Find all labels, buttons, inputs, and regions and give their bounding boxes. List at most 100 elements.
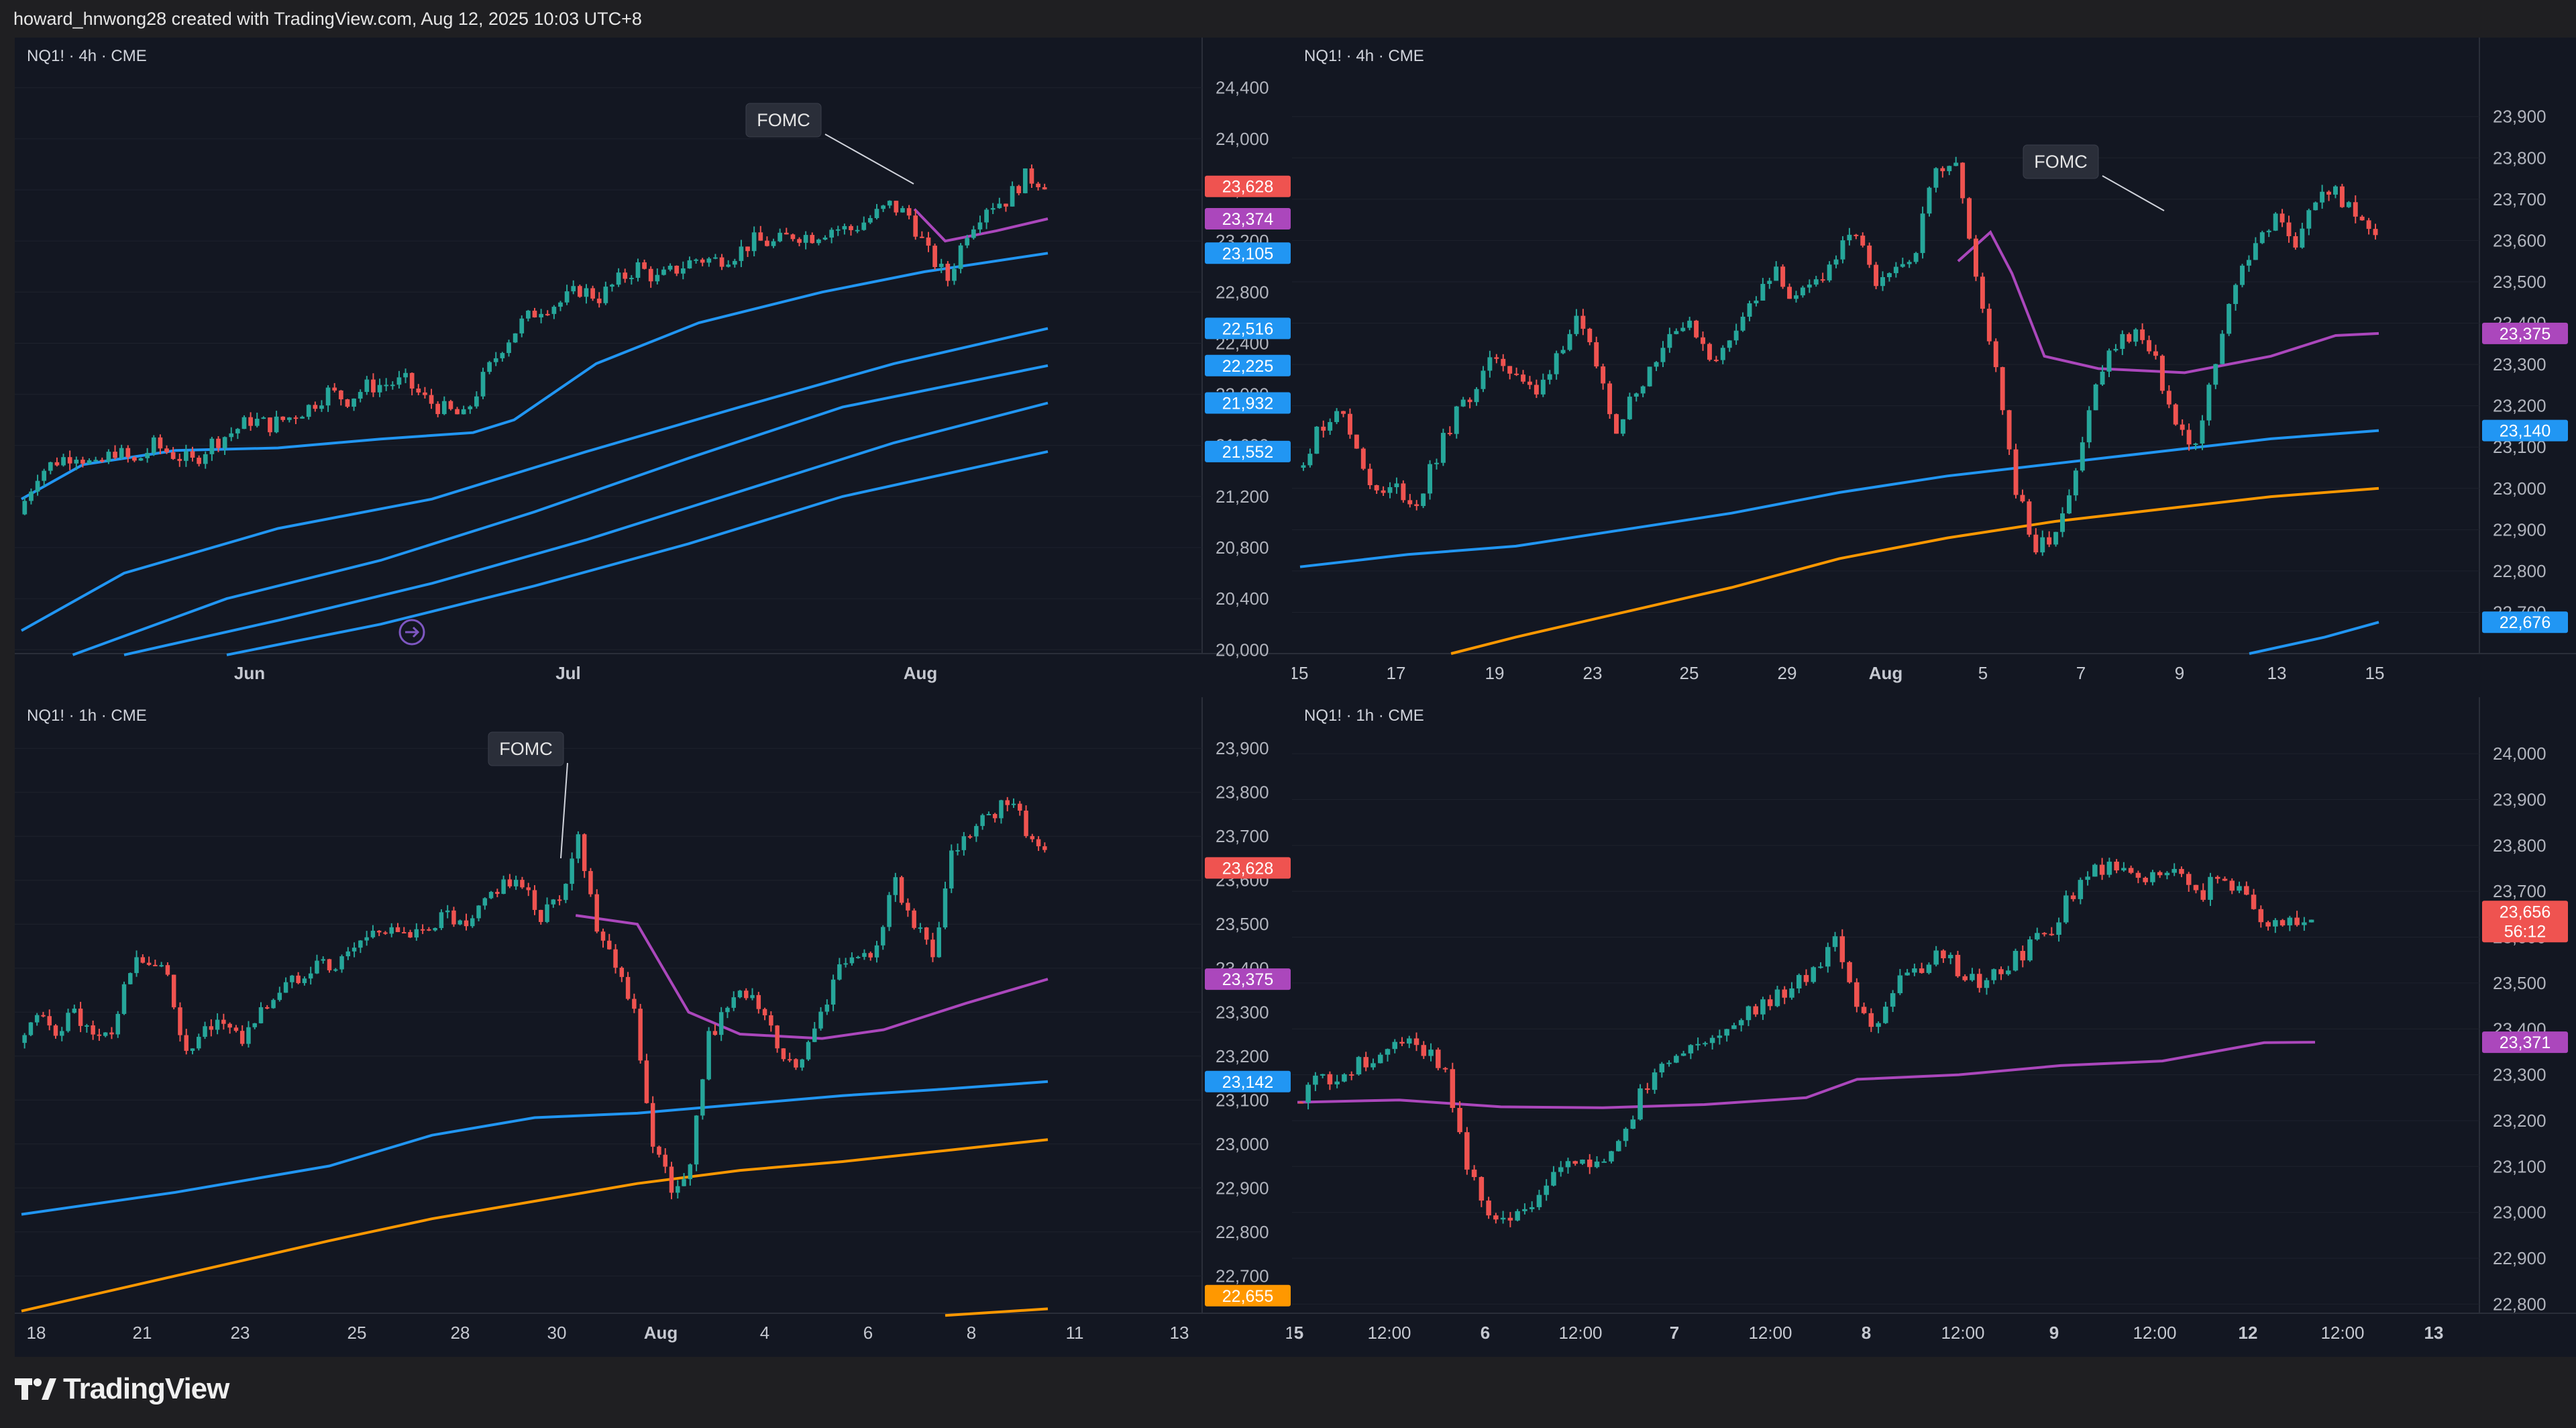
candle-body [2140,329,2145,340]
candle-body [868,217,873,223]
plot-background [15,38,1299,697]
candle-body [2070,895,2076,899]
candle-body [551,307,557,314]
candle-body [364,937,369,941]
chart-panel-top-right[interactable]: 23,90023,80023,70023,60023,50023,40023,3… [1292,38,2576,697]
candle-body [1454,406,1459,434]
candle [352,942,357,958]
candle-body [2313,202,2318,211]
chart-panel-top-left[interactable]: 24,40024,00023,60023,20022,80022,40022,0… [15,38,1299,697]
candle [1030,833,1035,843]
candle-body [1623,1129,1629,1141]
price-axis[interactable] [2479,697,2576,1313]
candle-body [1594,1161,1600,1168]
candle [2056,917,2061,942]
candle-body [1414,504,1419,507]
candle [2171,863,2177,876]
candle-body [1348,1074,1354,1076]
price-axis[interactable] [2479,38,2576,654]
candle [209,436,215,461]
candle [2265,920,2271,931]
candle [1594,336,1599,369]
candle [1813,276,1819,287]
candle [1609,1150,1614,1164]
x-tick-label: Jul [555,663,581,683]
candle-body [121,984,127,1014]
candle-body [570,858,574,884]
candle [625,972,631,1001]
chart-panel-bottom-left[interactable]: 23,900 23,800 23,700 23,600 23,500 23,400 23,3… [15,697,1299,1357]
candle-body [1614,414,1619,434]
candle-body [1847,234,1852,241]
candle [532,885,537,915]
candle [1701,332,1705,351]
price-axis[interactable] [1202,38,1299,654]
candle-body [2246,260,2251,266]
candle-body [874,945,879,958]
candle-body [648,268,653,282]
chart-panel-bottom-right[interactable]: 24,00023,90023,80023,70023,60023,50023,4… [1292,697,2576,1357]
x-tick-label: 11 [1066,1323,1084,1343]
candle [2000,366,2005,415]
candle [134,950,139,977]
candle [390,381,395,390]
annotation-box[interactable] [488,731,564,766]
price-label-text: 23,140 [2500,422,2551,441]
indicator-line [226,450,1049,656]
candle-body [2265,922,2271,927]
candle [384,378,389,391]
candle-body [482,898,488,906]
price-label-badge [1205,175,1291,197]
x-tick-label: 23 [231,1323,250,1343]
candle [1377,1052,1383,1064]
candle-body [694,259,698,261]
replay-icon[interactable] [398,619,425,646]
y-tick-label: 23,800 [2493,148,2546,168]
candle [1847,227,1852,246]
candle-body [842,225,847,230]
candle-body [837,964,842,980]
candle [229,427,234,442]
candle-body [1904,972,1910,976]
candle [2106,348,2112,377]
candle-body [1392,1041,1398,1050]
candle [762,1007,767,1021]
candle-body [1428,464,1433,494]
candle-body [623,272,628,279]
candle [1494,354,1499,364]
chart-canvas[interactable]: 23,90023,80023,70023,60023,50023,40023,3… [15,697,1299,1357]
price-axis[interactable] [1202,697,1299,1313]
candle-body [115,1013,120,1035]
candle [1580,1159,1585,1165]
candle [775,1025,780,1053]
candle-body [2353,202,2358,217]
candle-body [290,975,294,982]
candle [2140,323,2145,344]
annotation-box[interactable] [2023,144,2099,179]
candle [2302,917,2307,931]
y-tick-label: 20,400 [1216,589,1269,609]
candle-body [1876,1023,1881,1027]
chart-canvas[interactable]: 24,40024,00023,60023,20022,80022,40022,0… [15,38,1299,697]
y-tick-label: 23,300 [2493,354,2546,374]
candle [1713,356,1719,362]
candle [1042,842,1047,853]
candle-body [1926,964,1932,973]
candle-body [441,401,447,415]
candle-body [1674,1056,1679,1063]
candle [1406,1035,1412,1048]
candle [2326,190,2332,201]
candle [1640,385,1646,397]
candle [613,944,618,974]
candle [1897,968,1903,995]
candle-body [771,241,776,246]
chart-canvas[interactable]: 23,90023,80023,70023,60023,50023,40023,3… [1292,38,2576,697]
annotation-label: FOMC [2034,152,2087,172]
candle-body [2086,410,2092,443]
annotation-box[interactable] [745,103,822,138]
candle [1860,232,1866,248]
candle-body [818,1011,823,1029]
candle-body [1377,1054,1383,1064]
chart-canvas[interactable]: 24,00023,90023,80023,70023,60023,50023,4… [1292,697,2576,1357]
candle [1654,361,1659,371]
